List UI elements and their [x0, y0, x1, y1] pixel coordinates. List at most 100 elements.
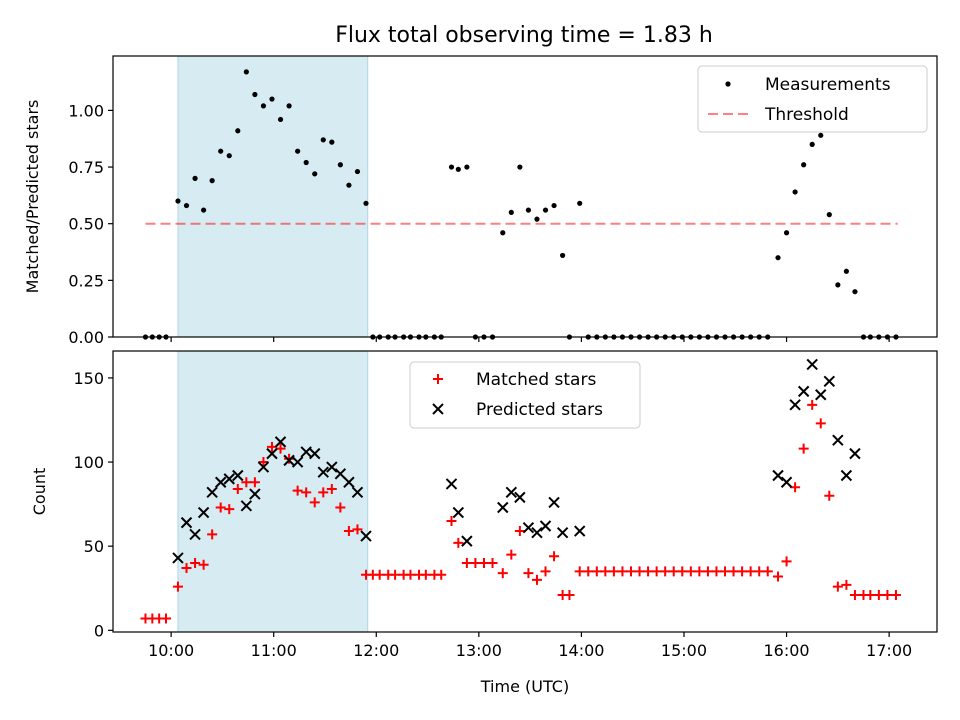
measurement-point [329, 139, 335, 145]
measurement-point [354, 168, 361, 175]
matched-star-point [873, 589, 884, 600]
matched-star-point [497, 568, 508, 579]
measurement-point [226, 153, 232, 159]
measurement-point [277, 116, 284, 123]
matched-star-point [436, 569, 447, 580]
measurement-point [551, 202, 557, 209]
ratio-y-tick-label: 0.25 [68, 271, 104, 290]
matched-star-point [824, 490, 835, 501]
measurement-point [337, 162, 343, 168]
measurement-point [218, 148, 224, 154]
predicted-star-point [351, 486, 364, 499]
matched-star-point [882, 589, 893, 600]
matched-star-point [617, 566, 628, 577]
measurement-point [286, 103, 292, 109]
predicted-star-point [291, 456, 304, 468]
predicted-star-point [573, 525, 586, 537]
measurement-point [209, 178, 215, 184]
matched-star-point [487, 558, 498, 569]
x-tick-label: 16:00 [764, 641, 810, 660]
measurement-point [801, 162, 807, 168]
legend-predicted-marker [432, 403, 444, 415]
measurement-point [843, 268, 849, 274]
matched-star-point [215, 502, 226, 513]
matched-star-point [737, 566, 748, 577]
predicted-star-point [309, 447, 321, 460]
x-tick-label: 17:00 [866, 641, 912, 660]
legend-predicted-label: Predicted stars [476, 400, 603, 420]
x-axis-label: Time (UTC) [480, 677, 569, 696]
ratio-legend: Measurements Threshold [697, 65, 928, 133]
measurement-point [508, 209, 514, 215]
matched-star-point [790, 482, 801, 493]
measurement-point [183, 202, 190, 209]
predicted-star-point [189, 528, 201, 541]
matched-star-point [660, 566, 671, 577]
predicted-star-point [548, 496, 560, 509]
matched-star-point [549, 551, 560, 562]
matched-star-point [198, 559, 209, 570]
predicted-star-point [266, 447, 278, 460]
matched-star-point [160, 613, 171, 624]
count-legend: Matched stars Predicted stars [409, 361, 641, 429]
count-y-tick-label: 50 [84, 537, 104, 556]
matched-star-point [574, 566, 585, 577]
measurement-point [269, 96, 275, 102]
measurement-point [455, 166, 461, 172]
matched-star-point [318, 487, 329, 498]
ratio-axes-frame [112, 55, 938, 338]
x-tick-label: 15:00 [661, 641, 707, 660]
matched-star-point [745, 566, 756, 577]
matched-star-point [266, 441, 277, 452]
matched-star-point [309, 497, 320, 508]
matched-star-point [292, 485, 303, 496]
matched-star-point [634, 566, 645, 577]
measurement-point [235, 128, 241, 134]
matched-star-point [446, 515, 457, 526]
predicted-star-point [797, 385, 810, 398]
measurement-point [320, 137, 326, 143]
matched-star-point [207, 529, 218, 540]
matched-star-point [849, 589, 860, 600]
measurement-point [826, 212, 832, 218]
matched-star-point [531, 574, 542, 585]
predicted-star-point [461, 535, 473, 547]
matched-star-point [591, 566, 602, 577]
predicted-star-point [806, 358, 818, 371]
matched-star-point [815, 418, 826, 429]
measurement-point [201, 207, 207, 213]
count-panel: 0 50 100 150 10:00 11:00 12:00 13:00 14:00 15:00 1… [30, 350, 938, 696]
measurement-point [852, 289, 858, 295]
matched-star-point [405, 569, 416, 580]
matched-star-point [890, 589, 901, 600]
matched-star-point [352, 524, 363, 535]
matched-star-point [506, 549, 517, 560]
matched-star-point [181, 563, 192, 574]
matched-star-point [807, 399, 818, 410]
predicted-star-point [522, 521, 535, 534]
matched-star-point [326, 483, 337, 494]
legend-box [697, 65, 928, 133]
predicted-star-point [556, 527, 569, 539]
measurement-point [525, 207, 532, 213]
measurement-point [500, 230, 506, 236]
matched-star-point [390, 569, 401, 580]
count-y-axis-label: Count [30, 468, 49, 516]
x-tick-label: 13:00 [456, 641, 502, 660]
matched-star-point [284, 453, 295, 464]
predicted-star-point [172, 552, 184, 564]
matched-star-point [773, 571, 784, 582]
x-tick-label: 10:00 [148, 641, 194, 660]
predicted-star-point [197, 506, 210, 519]
predicted-star-point [249, 488, 261, 500]
ratio-y-tick-label: 0.75 [68, 158, 104, 177]
matched-star-point [643, 566, 654, 577]
predicted-star-point [360, 530, 372, 542]
measurement-point [260, 103, 267, 109]
predicted-star-point [206, 486, 218, 499]
predicted-star-point [514, 491, 526, 504]
measurement-point [303, 159, 309, 166]
measurement-point [542, 207, 549, 213]
matched-star-point [241, 477, 252, 488]
matched-star-point [523, 568, 534, 579]
